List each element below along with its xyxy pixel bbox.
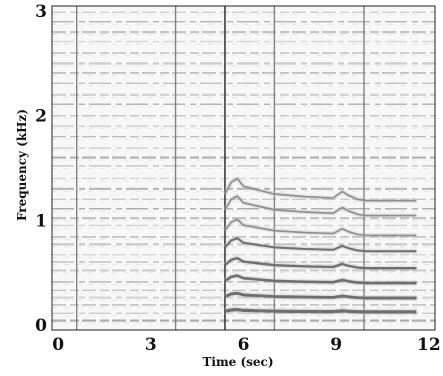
y-tick-labels: 0 1 2 3 xyxy=(35,2,47,336)
harmonic-line xyxy=(224,218,417,237)
plot-frame xyxy=(51,5,436,331)
onset-lines xyxy=(76,6,365,330)
harmonic-contours xyxy=(222,176,417,315)
harmonic-line xyxy=(224,308,417,314)
x-axis-label: Time (sec) xyxy=(202,355,273,369)
y-tick-label: 0 xyxy=(35,316,47,336)
harmonic-line xyxy=(224,256,417,270)
x-tick-labels: 0 3 6 9 12 xyxy=(52,335,440,355)
y-tick-label: 2 xyxy=(35,107,47,127)
harmonic-line xyxy=(224,237,417,253)
x-tick-label: 9 xyxy=(330,335,342,355)
plot-background xyxy=(52,6,435,330)
x-tick-label: 3 xyxy=(145,335,157,355)
x-tick-label: 6 xyxy=(238,335,250,355)
stationary-bands xyxy=(52,11,435,324)
harmonic-line xyxy=(224,195,417,217)
y-tick-label: 1 xyxy=(35,211,47,231)
x-tick-label: 12 xyxy=(417,335,441,355)
y-tick-label: 3 xyxy=(35,2,47,22)
harmonic-line xyxy=(224,177,417,202)
x-tick-label: 0 xyxy=(52,335,64,355)
harmonic-line xyxy=(224,274,417,285)
harmonic-line xyxy=(224,291,417,300)
y-axis-label: Frequency (kHz) xyxy=(15,109,29,221)
